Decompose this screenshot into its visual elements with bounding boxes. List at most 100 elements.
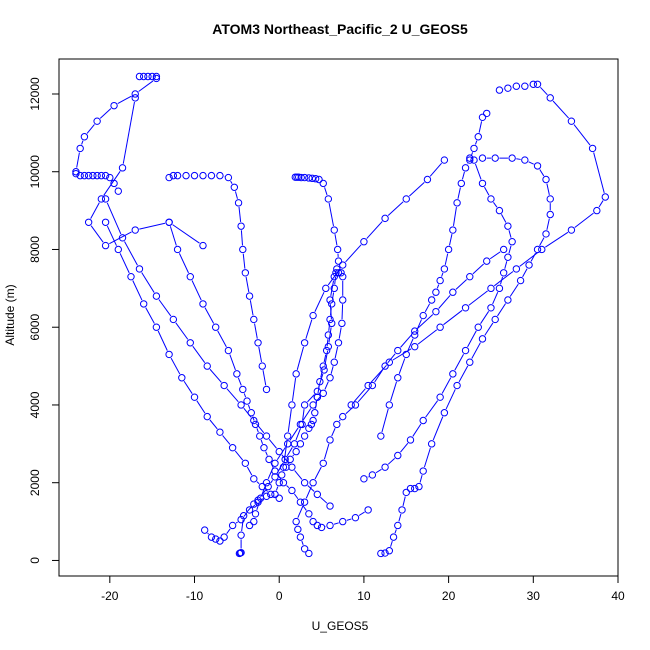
data-point — [211, 323, 220, 331]
series-segment — [328, 202, 334, 227]
series-segment — [334, 234, 338, 246]
data-point — [351, 401, 360, 409]
data-point — [292, 370, 300, 378]
data-point — [487, 304, 495, 312]
y-tick-label: 2000 — [28, 469, 42, 496]
data-point — [339, 517, 347, 526]
series-segment — [158, 299, 172, 317]
data-point — [178, 374, 186, 382]
series-segment — [330, 280, 335, 296]
series-segment — [240, 230, 243, 246]
data-point — [470, 156, 478, 164]
series-segment — [540, 86, 548, 96]
data-point — [262, 479, 271, 487]
data-point — [89, 171, 97, 180]
series-segment — [252, 504, 256, 508]
series-segment — [358, 511, 365, 516]
data-point — [411, 331, 419, 339]
data-point — [402, 195, 410, 203]
series-8 — [72, 169, 122, 195]
series-segment — [545, 231, 569, 248]
data-point — [211, 535, 220, 543]
data-point — [339, 261, 347, 269]
data-point — [512, 82, 521, 90]
data-point — [525, 261, 533, 269]
data-point — [368, 381, 377, 390]
series-segment — [452, 206, 457, 226]
data-point — [216, 428, 224, 436]
series-segment — [334, 346, 339, 359]
data-point — [313, 521, 322, 530]
data-point — [309, 479, 317, 487]
data-point — [139, 72, 148, 81]
data-point — [411, 342, 419, 351]
series-segment — [204, 307, 215, 324]
series-segment — [254, 323, 258, 339]
series-segment — [192, 345, 206, 363]
series-segment — [196, 400, 206, 414]
data-point — [101, 218, 110, 226]
data-point — [114, 245, 122, 254]
data-point — [262, 432, 271, 440]
series-segment — [191, 280, 202, 301]
data-point — [521, 82, 529, 90]
data-point — [190, 393, 199, 401]
data-point — [333, 420, 341, 429]
data-point — [453, 381, 461, 390]
x-tick-label: 30 — [527, 589, 541, 603]
series-segment — [281, 454, 290, 465]
data-point — [237, 531, 245, 539]
data-point — [487, 195, 495, 203]
data-point — [377, 432, 385, 440]
series-segment — [117, 95, 132, 105]
data-point — [330, 284, 338, 293]
y-axis: 0 2000 4000 6000 8000 10000 12000 — [28, 77, 60, 564]
data-point — [406, 436, 415, 444]
series-segment — [375, 468, 382, 474]
series-segment — [307, 394, 315, 403]
y-tick-label: 4000 — [28, 391, 42, 418]
data-point — [385, 401, 394, 409]
data-point — [131, 90, 139, 98]
data-point — [251, 510, 260, 518]
series-segment — [178, 253, 189, 274]
data-point — [381, 214, 389, 223]
data-point — [351, 513, 360, 522]
series-segment — [574, 212, 594, 228]
series-segment — [522, 268, 528, 278]
data-point — [93, 171, 101, 180]
series-segment — [145, 307, 155, 324]
series-segment — [258, 346, 263, 363]
data-point — [309, 517, 317, 526]
series-segment — [265, 451, 268, 456]
data-point — [334, 269, 343, 277]
series-segment — [90, 202, 100, 219]
series-11 — [72, 72, 161, 176]
data-point — [309, 401, 317, 409]
series-segment — [598, 200, 604, 208]
data-point — [411, 484, 419, 493]
series-segment — [539, 169, 545, 177]
series-segment — [119, 253, 130, 274]
series-segment — [489, 251, 501, 260]
series-segment — [455, 279, 468, 290]
series-segment — [331, 292, 335, 300]
x-tick-label: 10 — [357, 589, 371, 603]
series-segment — [444, 253, 449, 265]
series-segment — [474, 163, 482, 180]
x-axis: -20 -10 0 10 20 30 40 — [101, 575, 625, 603]
data-point — [449, 226, 457, 234]
series-segment — [270, 462, 274, 468]
series-segment — [471, 342, 481, 359]
data-point — [200, 526, 209, 534]
data-point — [80, 133, 89, 141]
series-segment — [283, 440, 288, 464]
data-point — [322, 284, 330, 293]
series-segment — [286, 447, 293, 457]
data-point — [199, 300, 207, 308]
data-point — [199, 171, 207, 180]
data-point — [601, 193, 609, 201]
data-point — [106, 173, 114, 182]
data-point — [567, 117, 576, 125]
